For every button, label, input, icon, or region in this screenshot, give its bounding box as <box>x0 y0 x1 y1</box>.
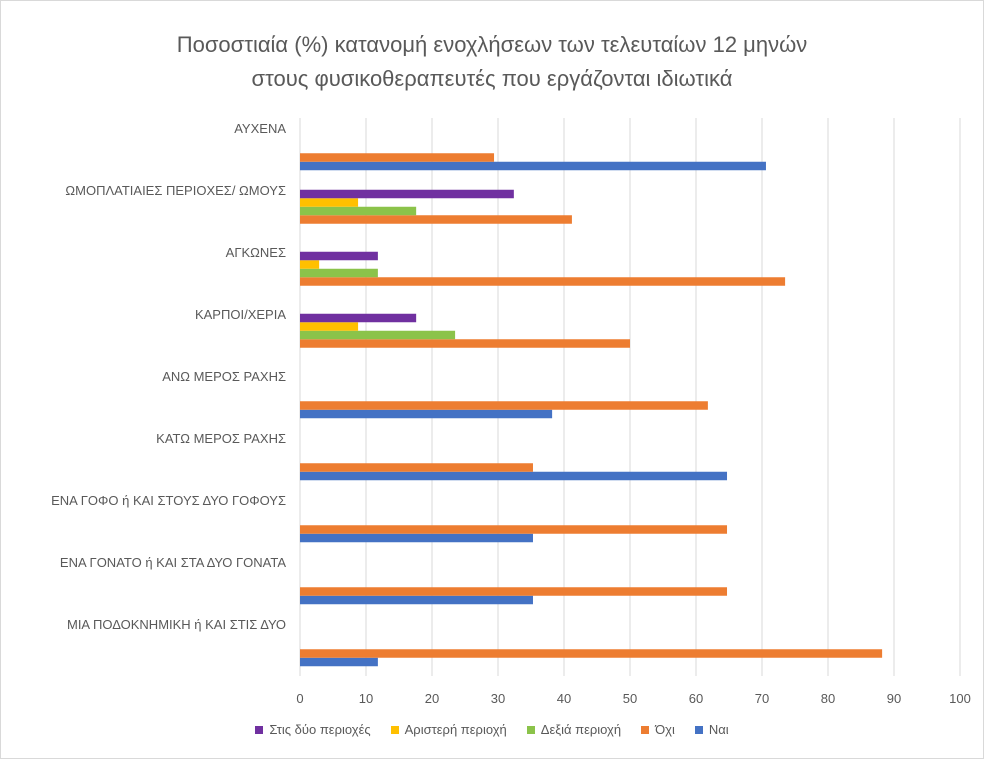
bar <box>300 189 514 199</box>
legend-swatch <box>641 726 650 734</box>
bar <box>300 471 728 481</box>
chart-title-line-2: στους φυσικοθεραπευτές που εργάζονται ιδ… <box>251 66 733 91</box>
bar <box>300 268 378 278</box>
bar <box>300 277 786 286</box>
chart-title: Ποσοστιαία (%) κατανομή ενοχλήσεων των τ… <box>0 28 984 96</box>
bar <box>300 401 708 410</box>
category-label: ΩΜΟΠΛΑΤΙΑΙΕΣ ΠΕΡΙΟΧΕΣ/ ΩΜΟΥΣ <box>65 183 286 198</box>
x-tick-labels: 0 10 20 30 40 50 60 70 80 90 100 <box>296 691 970 706</box>
category-label: ΑΝΩ ΜΕΡΟΣ ΡΑΧΗΣ <box>162 369 286 384</box>
bars <box>300 153 883 667</box>
legend: Στις δύο περιοχές Αριστερή περιοχή Δεξιά π… <box>0 722 984 737</box>
category-label: ΑΓΚΩΝΕΣ <box>226 245 286 260</box>
legend-swatch <box>526 726 535 734</box>
bar <box>300 649 883 658</box>
legend-item: Δεξιά περιοχή <box>526 722 622 737</box>
bar <box>300 260 320 269</box>
legend-label: Δεξιά περιοχή <box>540 722 622 737</box>
x-tick-label: 100 <box>949 691 971 706</box>
bar <box>300 657 378 667</box>
category-label: ΕΝΑ ΓΟΝΑΤΟ ή ΚΑΙ ΣΤΑ ΔΥΟ ΓΟΝΑΤΑ <box>60 555 286 570</box>
legend-label: Όχι <box>655 722 675 737</box>
legend-item: Όχι <box>641 722 675 737</box>
legend-label: Ναι <box>708 722 729 737</box>
bar <box>300 313 417 323</box>
x-tick-label: 90 <box>887 691 901 706</box>
x-tick-label: 20 <box>425 691 439 706</box>
x-tick-label: 10 <box>359 691 373 706</box>
legend-label: Στις δύο περιοχές <box>269 722 371 737</box>
bar <box>300 161 766 171</box>
bar <box>300 215 572 224</box>
legend-swatch <box>694 726 703 734</box>
category-label: ΑΥΧΕΝΑ <box>234 121 286 136</box>
chart-title-line-1: Ποσοστιαία (%) κατανομή ενοχλήσεων των τ… <box>176 32 808 57</box>
bar <box>300 198 359 207</box>
bar <box>300 595 533 605</box>
bar <box>300 409 553 419</box>
x-tick-label: 80 <box>821 691 835 706</box>
legend-item: Ναι <box>694 722 729 737</box>
x-tick-label: 70 <box>755 691 769 706</box>
bar <box>300 330 456 340</box>
legend-swatch <box>255 726 264 734</box>
legend-item: Αριστερή περιοχή <box>390 722 507 737</box>
category-label: ΜΙΑ ΠΟΔΟΚΝΗΜΙΚΗ ή ΚΑΙ ΣΤΙΣ ΔΥΟ <box>67 617 286 632</box>
legend-label: Αριστερή περιοχή <box>404 722 507 737</box>
bar <box>300 587 728 596</box>
category-label: ΕΝΑ ΓΟΦΟ ή ΚΑΙ ΣΤΟΥΣ ΔΥΟ ΓΟΦΟΥΣ <box>51 493 286 508</box>
x-tick-label: 30 <box>491 691 505 706</box>
category-label: ΚΑΡΠΟΙ/ΧΕΡΙΑ <box>195 307 286 322</box>
bar <box>300 525 728 534</box>
bar <box>300 251 378 261</box>
bar <box>300 206 417 216</box>
bar <box>300 463 533 472</box>
legend-swatch <box>390 726 399 734</box>
bar <box>300 533 533 543</box>
category-label: ΚΑΤΩ ΜΕΡΟΣ ΡΑΧΗΣ <box>156 431 286 446</box>
x-tick-label: 40 <box>557 691 571 706</box>
bar <box>300 339 630 348</box>
x-tick-label: 0 <box>296 691 303 706</box>
x-tick-label: 60 <box>689 691 703 706</box>
bar <box>300 153 495 162</box>
legend-item: Στις δύο περιοχές <box>255 722 371 737</box>
x-tick-label: 50 <box>623 691 637 706</box>
category-labels: ΑΥΧΕΝΑ ΩΜΟΠΛΑΤΙΑΙΕΣ ΠΕΡΙΟΧΕΣ/ ΩΜΟΥΣ ΑΓΚΩΝΕ… <box>51 121 286 632</box>
gridlines <box>299 118 961 676</box>
bar <box>300 322 359 331</box>
